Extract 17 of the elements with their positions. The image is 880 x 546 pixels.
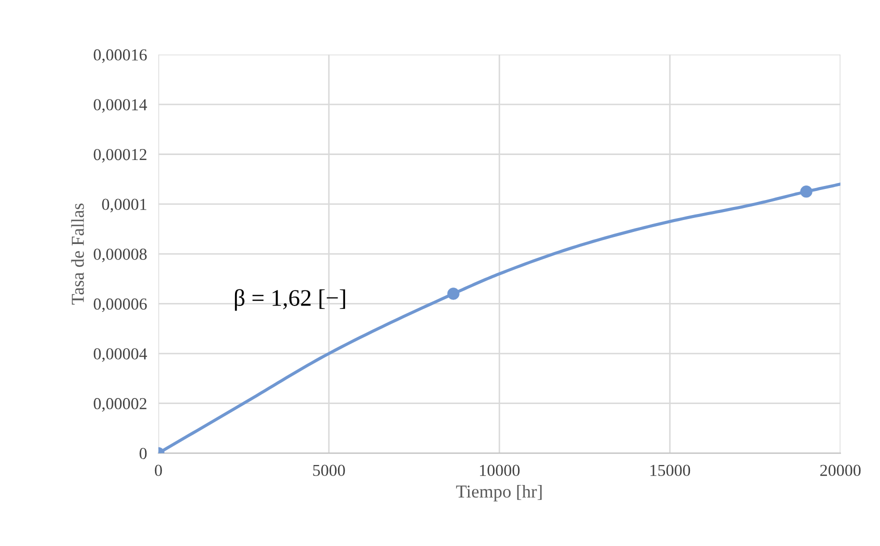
y-tick-label: 0,00008 [94, 248, 147, 262]
x-tick-label: 0 [154, 464, 162, 476]
y-tick-label: 0 [140, 448, 147, 460]
y-tick-label: 0,00002 [94, 398, 146, 412]
x-tick-label: 15000 [650, 464, 690, 476]
x-tick-label: 10000 [480, 464, 520, 476]
annotation: β = 1,62 [−] [234, 289, 346, 311]
y-tick-label: 0,0001 [102, 198, 146, 212]
x-tick-label: 20000 [820, 464, 861, 476]
y-tick-label: 0,00012 [94, 148, 146, 163]
x-tick-label: 5000 [313, 464, 345, 476]
y-tick-label: 0,00016 [94, 49, 147, 63]
y-tick-label: 0,00006 [94, 298, 147, 312]
y-tick-label: 0,00014 [94, 99, 148, 113]
y-tick-label: 0,00004 [94, 348, 148, 362]
x-axis-title: Tiempo [hr] [456, 484, 542, 502]
y-axis-title: Tasa de Fallas [71, 204, 84, 305]
